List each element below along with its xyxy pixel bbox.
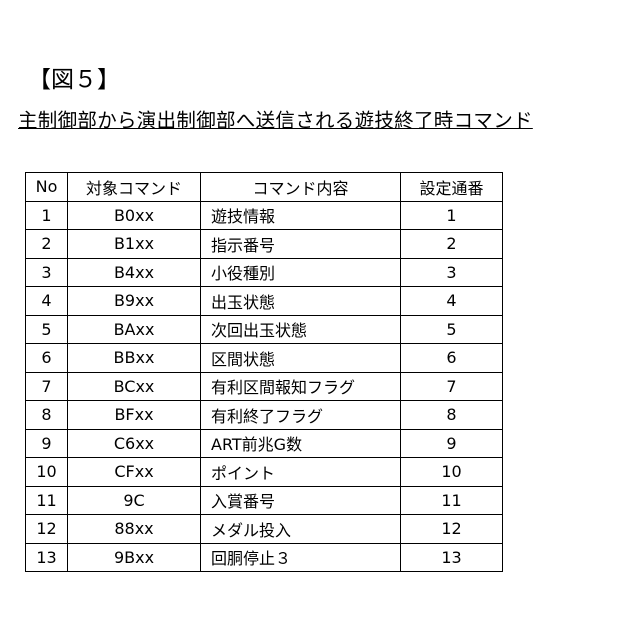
table-cell: 9: [401, 429, 503, 458]
table-cell: BAxx: [68, 315, 201, 344]
header-cell: No: [26, 173, 68, 202]
table-row: 2B1xx指示番号2: [26, 230, 503, 259]
table-body: 1B0xx遊技情報12B1xx指示番号23B4xx小役種別34B9xx出玉状態4…: [26, 201, 503, 572]
table-row: 5BAxx次回出玉状態5: [26, 315, 503, 344]
figure-label: 【図５】: [28, 60, 120, 94]
table-row: 3B4xx小役種別3: [26, 258, 503, 287]
command-table: No対象コマンドコマンド内容設定通番 1B0xx遊技情報12B1xx指示番号23…: [25, 172, 503, 572]
table-cell: B1xx: [68, 230, 201, 259]
table-cell: 10: [26, 458, 68, 487]
table-cell: ART前兆G数: [201, 429, 401, 458]
table-cell: 小役種別: [201, 258, 401, 287]
header-cell: 設定通番: [401, 173, 503, 202]
table-cell: 3: [401, 258, 503, 287]
table-cell: 13: [401, 543, 503, 572]
table-cell: 6: [401, 344, 503, 373]
table-row: 1B0xx遊技情報1: [26, 201, 503, 230]
table-cell: 区間状態: [201, 344, 401, 373]
table-cell: 8: [26, 401, 68, 430]
table-cell: 12: [26, 515, 68, 544]
subtitle: 主制御部から演出制御部へ送信される遊技終了時コマンド: [18, 104, 626, 133]
table-cell: メダル投入: [201, 515, 401, 544]
table-row: 6BBxx区間状態6: [26, 344, 503, 373]
table-cell: 有利区間報知フラグ: [201, 372, 401, 401]
table-cell: 11: [26, 486, 68, 515]
table-row: 1288xxメダル投入12: [26, 515, 503, 544]
table-cell: CFxx: [68, 458, 201, 487]
table-cell: 13: [26, 543, 68, 572]
table-row: 4B9xx出玉状態4: [26, 287, 503, 316]
table-cell: 4: [26, 287, 68, 316]
table-cell: 出玉状態: [201, 287, 401, 316]
table-cell: 1: [401, 201, 503, 230]
table-cell: 9: [26, 429, 68, 458]
table-cell: 2: [401, 230, 503, 259]
table-cell: 10: [401, 458, 503, 487]
table-cell: ポイント: [201, 458, 401, 487]
table-cell: 9Bxx: [68, 543, 201, 572]
table-cell: 7: [401, 372, 503, 401]
table-cell: B9xx: [68, 287, 201, 316]
table-cell: 12: [401, 515, 503, 544]
header-cell: 対象コマンド: [68, 173, 201, 202]
table-cell: C6xx: [68, 429, 201, 458]
table-cell: 1: [26, 201, 68, 230]
table-cell: 11: [401, 486, 503, 515]
table-cell: 9C: [68, 486, 201, 515]
table-cell: BFxx: [68, 401, 201, 430]
table-cell: 指示番号: [201, 230, 401, 259]
table-row: 9C6xxART前兆G数9: [26, 429, 503, 458]
table-cell: 2: [26, 230, 68, 259]
table-cell: 6: [26, 344, 68, 373]
table-cell: 4: [401, 287, 503, 316]
table-cell: 遊技情報: [201, 201, 401, 230]
table-row: 8BFxx有利終了フラグ8: [26, 401, 503, 430]
table-cell: 入賞番号: [201, 486, 401, 515]
table-cell: 5: [401, 315, 503, 344]
table-row: 10CFxxポイント10: [26, 458, 503, 487]
table-cell: 有利終了フラグ: [201, 401, 401, 430]
header-cell: コマンド内容: [201, 173, 401, 202]
table-cell: 5: [26, 315, 68, 344]
table-cell: B0xx: [68, 201, 201, 230]
table-row: 119C入賞番号11: [26, 486, 503, 515]
header-row: No対象コマンドコマンド内容設定通番: [26, 173, 503, 202]
table-cell: 次回出玉状態: [201, 315, 401, 344]
table-row: 7BCxx有利区間報知フラグ7: [26, 372, 503, 401]
table-cell: 8: [401, 401, 503, 430]
table-cell: B4xx: [68, 258, 201, 287]
table-cell: BCxx: [68, 372, 201, 401]
table-cell: 回胴停止３: [201, 543, 401, 572]
table-cell: 88xx: [68, 515, 201, 544]
table-cell: BBxx: [68, 344, 201, 373]
table-cell: 7: [26, 372, 68, 401]
table-row: 139Bxx回胴停止３13: [26, 543, 503, 572]
table-cell: 3: [26, 258, 68, 287]
